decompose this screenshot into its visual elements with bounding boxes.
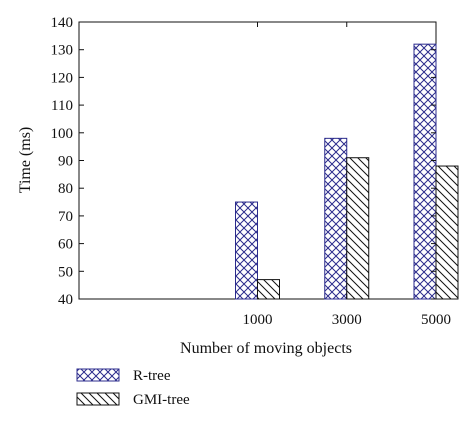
bar-gmi-tree-1000 — [257, 279, 280, 300]
legend-label-r-tree: R-tree — [133, 368, 171, 384]
bar-r-tree-5000 — [413, 43, 437, 300]
x-tick-label: 3000 — [332, 312, 362, 328]
y-axis-title: Time (ms) — [17, 127, 34, 194]
y-tick-label: 70 — [58, 209, 73, 225]
bar-r-tree-3000 — [324, 137, 348, 300]
bar-gmi-tree-5000 — [435, 165, 459, 300]
legend-swatch-gmi-tree — [76, 392, 120, 406]
y-tick-label: 110 — [51, 98, 73, 114]
y-tick-label: 90 — [58, 154, 73, 170]
legend-swatch-r-tree — [76, 368, 120, 382]
legend: R-tree GMI-tree — [76, 368, 190, 408]
x-axis-title: Number of moving objects — [180, 340, 352, 357]
x-axis-ticks: 1000 3000 5000 — [243, 22, 451, 328]
y-tick-label: 50 — [58, 264, 73, 280]
legend-label-gmi-tree: GMI-tree — [133, 392, 190, 408]
y-tick-label: 40 — [58, 292, 73, 308]
bar-r-tree-1000 — [235, 201, 258, 300]
y-axis-ticks: 40 50 60 70 80 90 100 110 120 130 140 — [51, 15, 436, 308]
y-tick-label: 120 — [51, 70, 74, 86]
y-tick-label: 80 — [58, 181, 73, 197]
y-tick-label: 100 — [51, 126, 74, 142]
bars-layer — [235, 43, 459, 300]
bar-gmi-tree-3000 — [346, 157, 370, 300]
y-tick-label: 60 — [58, 237, 73, 253]
x-tick-label: 5000 — [421, 312, 451, 328]
y-tick-label: 130 — [51, 43, 74, 59]
x-tick-label: 1000 — [243, 312, 273, 328]
y-tick-label: 140 — [51, 15, 74, 31]
